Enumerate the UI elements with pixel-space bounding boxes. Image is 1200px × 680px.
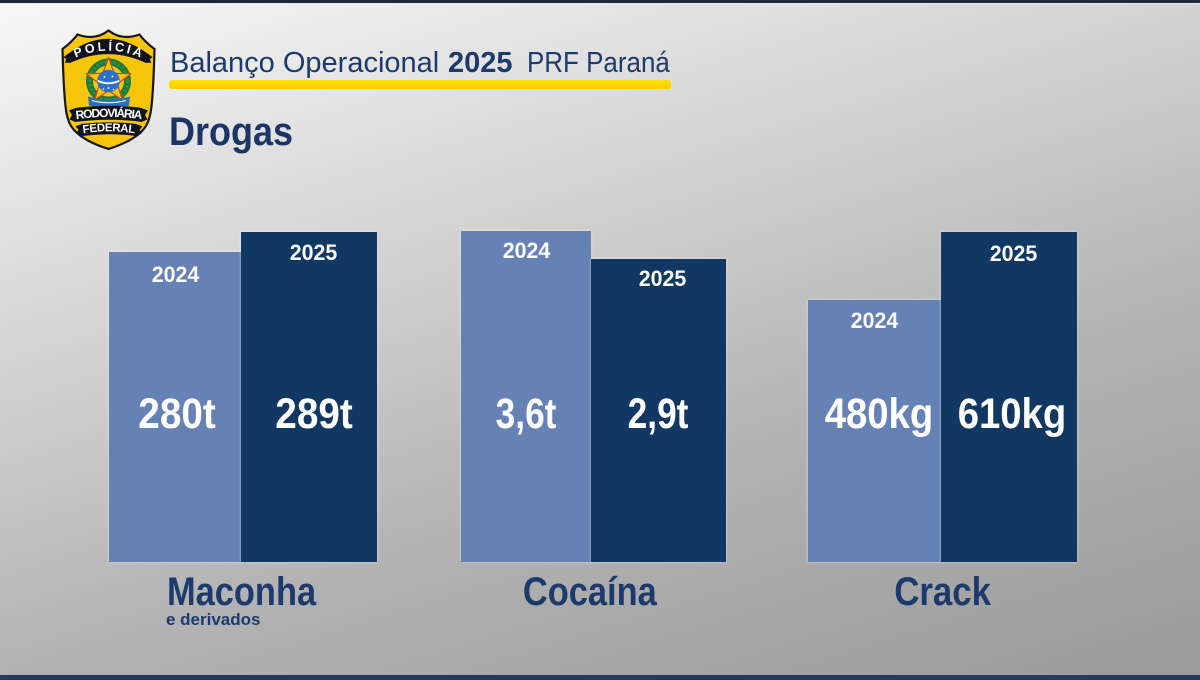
svg-text:FEDERAL: FEDERAL (82, 122, 136, 136)
svg-text:RODOVIÁRIA: RODOVIÁRIA (75, 105, 144, 122)
